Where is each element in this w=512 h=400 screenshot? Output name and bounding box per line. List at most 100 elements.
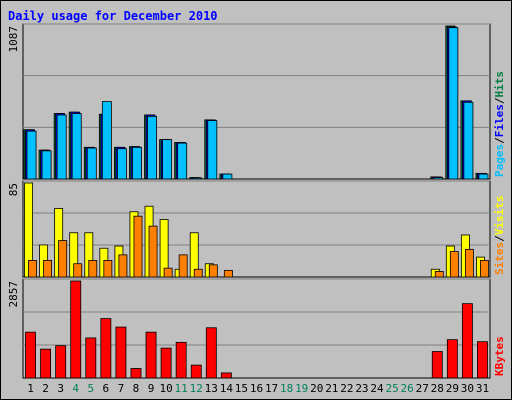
x-tick-label-day-11: 11 [175,382,188,395]
legend-item-hits: Hits [493,71,506,98]
x-tick-label-day-10: 10 [159,382,172,395]
bar-pages-day-5 [86,147,97,180]
bar-kbytes-day-30 [461,303,473,379]
bar-pages-day-3 [56,114,67,180]
x-tick-label-day-3: 3 [57,382,64,395]
panel-visits-sites: 85 Sites/Visits [7,180,506,278]
chart-panels: 1087Pages/Files/Hits85Sites/Visits2857KB… [7,23,506,379]
legend-item-sites: Sites [493,242,506,275]
x-tick-label-day-7: 7 [118,382,125,395]
bar-sites-day-3 [58,240,68,278]
y-axis-max-label: 2857 [7,281,20,308]
bar-pages-day-29 [448,27,459,180]
x-tick-label-day-24: 24 [370,382,384,395]
x-tick-label-day-1: 1 [27,382,34,395]
bar-sites-day-28 [434,271,444,278]
x-tick-label-day-27: 27 [416,382,429,395]
bar-kbytes-day-10 [160,347,172,379]
bar-sites-day-7 [118,254,128,278]
bar-kbytes-day-1 [25,331,36,379]
x-tick-label-day-2: 2 [42,382,49,395]
legend-separator: / [493,97,506,104]
x-tick-label-day-6: 6 [103,382,110,395]
bar-sites-day-29 [449,251,459,278]
bar-pages-day-28 [433,177,444,180]
bar-pages-day-2 [41,150,52,180]
x-tick-label-day-18: 18 [280,382,293,395]
x-tick-label-day-31: 31 [476,382,489,395]
bar-sites-day-12 [193,268,203,278]
x-tick-label-day-22: 22 [340,382,353,395]
legend-visits-sites: Sites/Visits [493,196,506,276]
x-tick-label-day-4: 4 [72,382,79,395]
x-tick-label-day-12: 12 [190,382,203,395]
bar-sites-day-8 [133,215,143,278]
legend-item-files: Files [493,104,506,137]
bar-sites-day-31 [480,260,489,278]
bar-sites-day-2 [43,260,53,278]
bar-kbytes-day-8 [130,368,142,379]
bar-kbytes-day-3 [55,345,67,379]
bar-sites-day-30 [464,248,474,278]
legend-item-kbytes: KBytes [493,336,506,376]
bar-kbytes-day-5 [85,337,97,379]
legend-kbytes: KBytes [493,336,506,376]
x-tick-label-day-14: 14 [220,382,234,395]
chart-title: Daily usage for December 2010 [8,9,218,23]
bar-pages-day-8 [132,146,142,180]
bar-sites-day-11 [178,254,188,278]
legend-separator: / [493,235,506,242]
x-tick-label-day-9: 9 [148,382,155,395]
x-tick-label-day-21: 21 [325,382,338,395]
legend-separator: / [493,137,506,144]
bar-pages-day-31 [478,173,489,180]
panel-kbytes: 2857 KBytes [7,278,506,379]
bar-pages-day-14 [222,173,233,180]
bar-pages-day-4 [71,113,82,180]
bar-pages-day-10 [162,139,173,180]
x-tick-label-day-25: 25 [385,382,398,395]
bar-pages-day-13 [207,120,218,180]
bar-sites-day-14 [223,269,233,278]
bar-kbytes-day-7 [115,326,127,379]
bar-sites-day-6 [103,260,113,278]
bar-kbytes-day-2 [40,348,52,379]
x-tick-label-day-30: 30 [461,382,474,395]
bar-kbytes-day-14 [220,372,232,379]
x-tick-label-day-20: 20 [310,382,323,395]
bar-kbytes-day-4 [70,280,82,379]
x-tick-label-day-16: 16 [250,382,263,395]
bar-sites-day-9 [148,225,158,278]
bar-kbytes-day-31 [477,341,488,379]
x-tick-label-day-29: 29 [446,382,459,395]
bar-pages-day-30 [463,101,474,180]
x-tick-label-day-5: 5 [87,382,94,395]
bar-pages-day-11 [177,142,188,180]
bar-sites-day-1 [28,260,37,278]
bar-kbytes-day-11 [175,341,187,379]
x-tick-label-day-15: 15 [235,382,248,395]
legend-item-pages: Pages [493,144,506,177]
x-tick-label-day-8: 8 [133,382,140,395]
x-tick-label-day-26: 26 [401,382,414,395]
x-tick-label-day-19: 19 [295,382,308,395]
y-axis-max-label: 85 [7,183,20,196]
x-tick-label-day-17: 17 [265,382,278,395]
x-axis-day-labels: 1 2 3 4 5 6 7 8 9 10 11 12 13 14 15 16 17 18 19 20 21 22 23 24 2… [27,382,489,395]
bar-kbytes-day-6 [100,318,112,379]
bar-kbytes-day-9 [145,331,157,379]
bar-sites-day-13 [208,264,218,278]
x-tick-label-day-13: 13 [205,382,218,395]
y-axis-max-label: 1087 [7,26,20,53]
legend-hits-files-pages: Pages/Files/Hits [493,71,506,177]
bar-sites-day-10 [163,267,173,278]
bar-pages-day-6 [101,101,112,180]
bar-pages-day-7 [116,148,127,180]
bar-sites-day-4 [73,263,83,278]
bar-kbytes-day-29 [446,339,458,379]
bar-pages-day-12 [192,177,203,180]
bar-sites-day-5 [88,260,98,278]
bar-pages-day-9 [147,115,157,180]
